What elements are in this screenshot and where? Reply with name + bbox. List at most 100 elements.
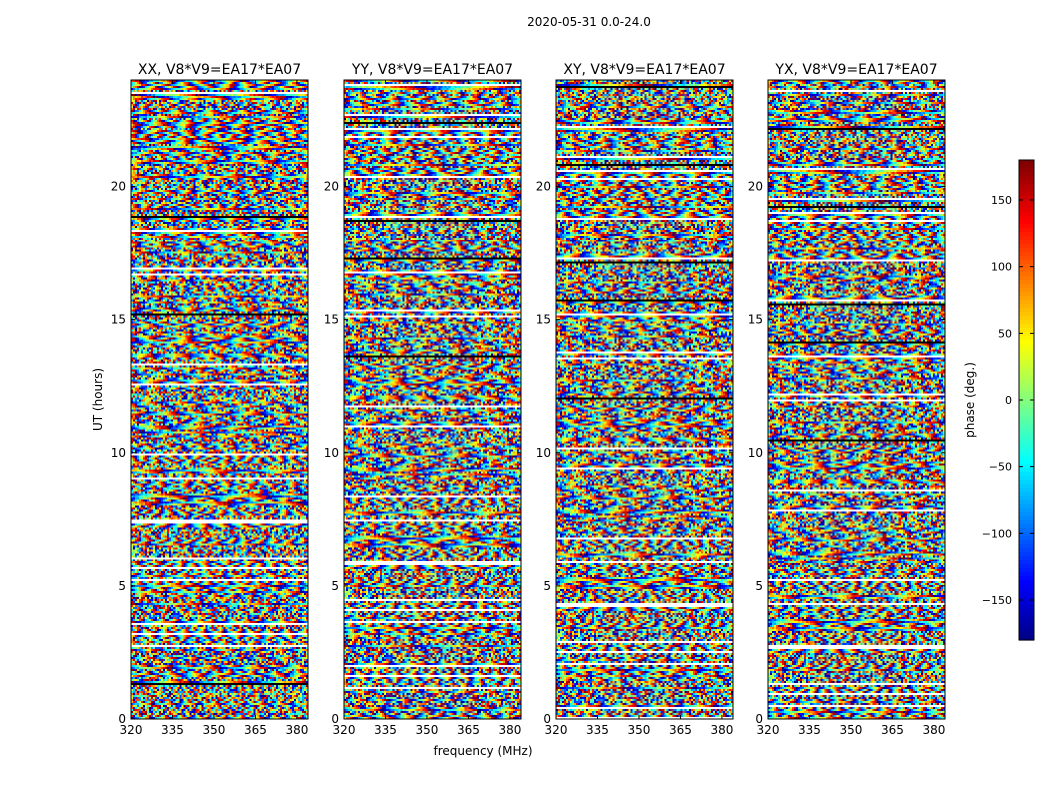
colorbar-segment: [1019, 308, 1034, 313]
colorbar-segment: [1019, 620, 1034, 625]
y-tick-label: 5: [331, 579, 339, 593]
x-axis-label: frequency (MHz): [433, 744, 532, 758]
colorbar-segment: [1019, 628, 1034, 633]
colorbar-segment: [1019, 332, 1034, 337]
y-tick-label: 0: [755, 712, 763, 726]
colorbar-segment: [1019, 316, 1034, 321]
colorbar-segment: [1019, 172, 1034, 177]
colorbar-segment: [1019, 456, 1034, 461]
panel-4: YX, V8*V9=EA17*EA07 320 335 350 365 380 0 5 10 15…: [748, 62, 946, 737]
colorbar-segment: [1019, 420, 1034, 425]
y-tick-label: 5: [543, 579, 551, 593]
panel-2: YY, V8*V9=EA17*EA07 320 335 350 365 380 0 5 10 15…: [324, 62, 533, 758]
x-tick-label: 320: [545, 723, 568, 737]
colorbar-segment: [1019, 576, 1034, 581]
colorbar-tick-label: −100: [982, 527, 1012, 540]
x-tick-label: 350: [628, 723, 651, 737]
colorbar-segment: [1019, 160, 1034, 165]
colorbar-segment: [1019, 448, 1034, 453]
colorbar-segment: [1019, 592, 1034, 597]
colorbar-segment: [1019, 168, 1034, 173]
colorbar-segment: [1019, 256, 1034, 261]
plot-frame: [343, 79, 522, 720]
colorbar-segment: [1019, 544, 1034, 549]
y-tick-label: 15: [748, 313, 763, 327]
colorbar-segment: [1019, 548, 1034, 553]
panels-group: XX, V8*V9=EA17*EA07 320 335 350 365 380 0 5 10 15…: [91, 62, 946, 758]
colorbar-segment: [1019, 344, 1034, 349]
colorbar-segment: [1019, 424, 1034, 429]
colorbar-segment: [1019, 200, 1034, 205]
colorbar-segment: [1019, 372, 1034, 377]
panel-3: XY, V8*V9=EA17*EA07 320 335 350 365 380 0 5 10 15…: [536, 62, 734, 737]
colorbar-segment: [1019, 516, 1034, 521]
heatmap-image: [556, 80, 733, 719]
colorbar-segment: [1019, 240, 1034, 245]
colorbar-tick-label: −150: [982, 594, 1012, 607]
colorbar-segment: [1019, 588, 1034, 593]
colorbar-segment: [1019, 408, 1034, 413]
x-tick-label: 365: [244, 723, 267, 737]
colorbar-segment: [1019, 204, 1034, 209]
colorbar-segment: [1019, 304, 1034, 309]
colorbar-segment: [1019, 376, 1034, 381]
y-tick-label: 10: [111, 446, 126, 460]
x-tick-label: 380: [922, 723, 945, 737]
colorbar-tick-label: 50: [998, 327, 1012, 340]
colorbar-segment: [1019, 404, 1034, 409]
colorbar-segment: [1019, 612, 1034, 617]
plot-frame: [767, 79, 946, 720]
colorbar-segment: [1019, 236, 1034, 241]
panel-title: XX, V8*V9=EA17*EA07: [138, 62, 301, 78]
colorbar-segment: [1019, 180, 1034, 185]
y-tick-label: 10: [536, 446, 551, 460]
y-tick-label: 5: [755, 579, 763, 593]
colorbar-segment: [1019, 400, 1034, 405]
colorbar-segment: [1019, 624, 1034, 629]
colorbar-segment: [1019, 504, 1034, 509]
y-tick-label: 20: [111, 180, 126, 194]
colorbar-segment: [1019, 604, 1034, 609]
x-tick-label: 335: [374, 723, 397, 737]
colorbar-segment: [1019, 272, 1034, 277]
colorbar-segment: [1019, 248, 1034, 253]
heatmap-image: [131, 80, 308, 719]
x-tick-label: 335: [798, 723, 821, 737]
colorbar-segment: [1019, 480, 1034, 485]
colorbar-segment: [1019, 568, 1034, 573]
colorbar-segment: [1019, 636, 1034, 641]
colorbar-segment: [1019, 280, 1034, 285]
colorbar-segment: [1019, 164, 1034, 169]
y-tick-label: 15: [324, 313, 339, 327]
colorbar-segment: [1019, 348, 1034, 353]
colorbar-segment: [1019, 232, 1034, 237]
colorbar-segment: [1019, 532, 1034, 537]
colorbar-segment: [1019, 388, 1034, 393]
y-tick-label: 15: [536, 313, 551, 327]
colorbar-segment: [1019, 320, 1034, 325]
colorbar-segment: [1019, 440, 1034, 445]
colorbar-segment: [1019, 536, 1034, 541]
colorbar-segment: [1019, 176, 1034, 181]
x-tick-label: 380: [498, 723, 521, 737]
colorbar-tick-label: 0: [1005, 394, 1012, 407]
colorbar-segment: [1019, 608, 1034, 613]
colorbar-segment: [1019, 260, 1034, 265]
x-tick-label: 365: [881, 723, 904, 737]
colorbar-segment: [1019, 264, 1034, 269]
y-tick-label: 20: [324, 180, 339, 194]
colorbar-segment: [1019, 412, 1034, 417]
colorbar-segment: [1019, 484, 1034, 489]
colorbar-segment: [1019, 352, 1034, 357]
colorbar-segment: [1019, 288, 1034, 293]
colorbar-segment: [1019, 632, 1034, 637]
y-tick-label: 0: [118, 712, 126, 726]
y-tick-label: 10: [748, 446, 763, 460]
colorbar-segment: [1019, 564, 1034, 569]
y-tick-label: 0: [331, 712, 339, 726]
x-tick-label: 380: [710, 723, 733, 737]
colorbar-segment: [1019, 252, 1034, 257]
colorbar-segment: [1019, 572, 1034, 577]
colorbar-segment: [1019, 552, 1034, 557]
